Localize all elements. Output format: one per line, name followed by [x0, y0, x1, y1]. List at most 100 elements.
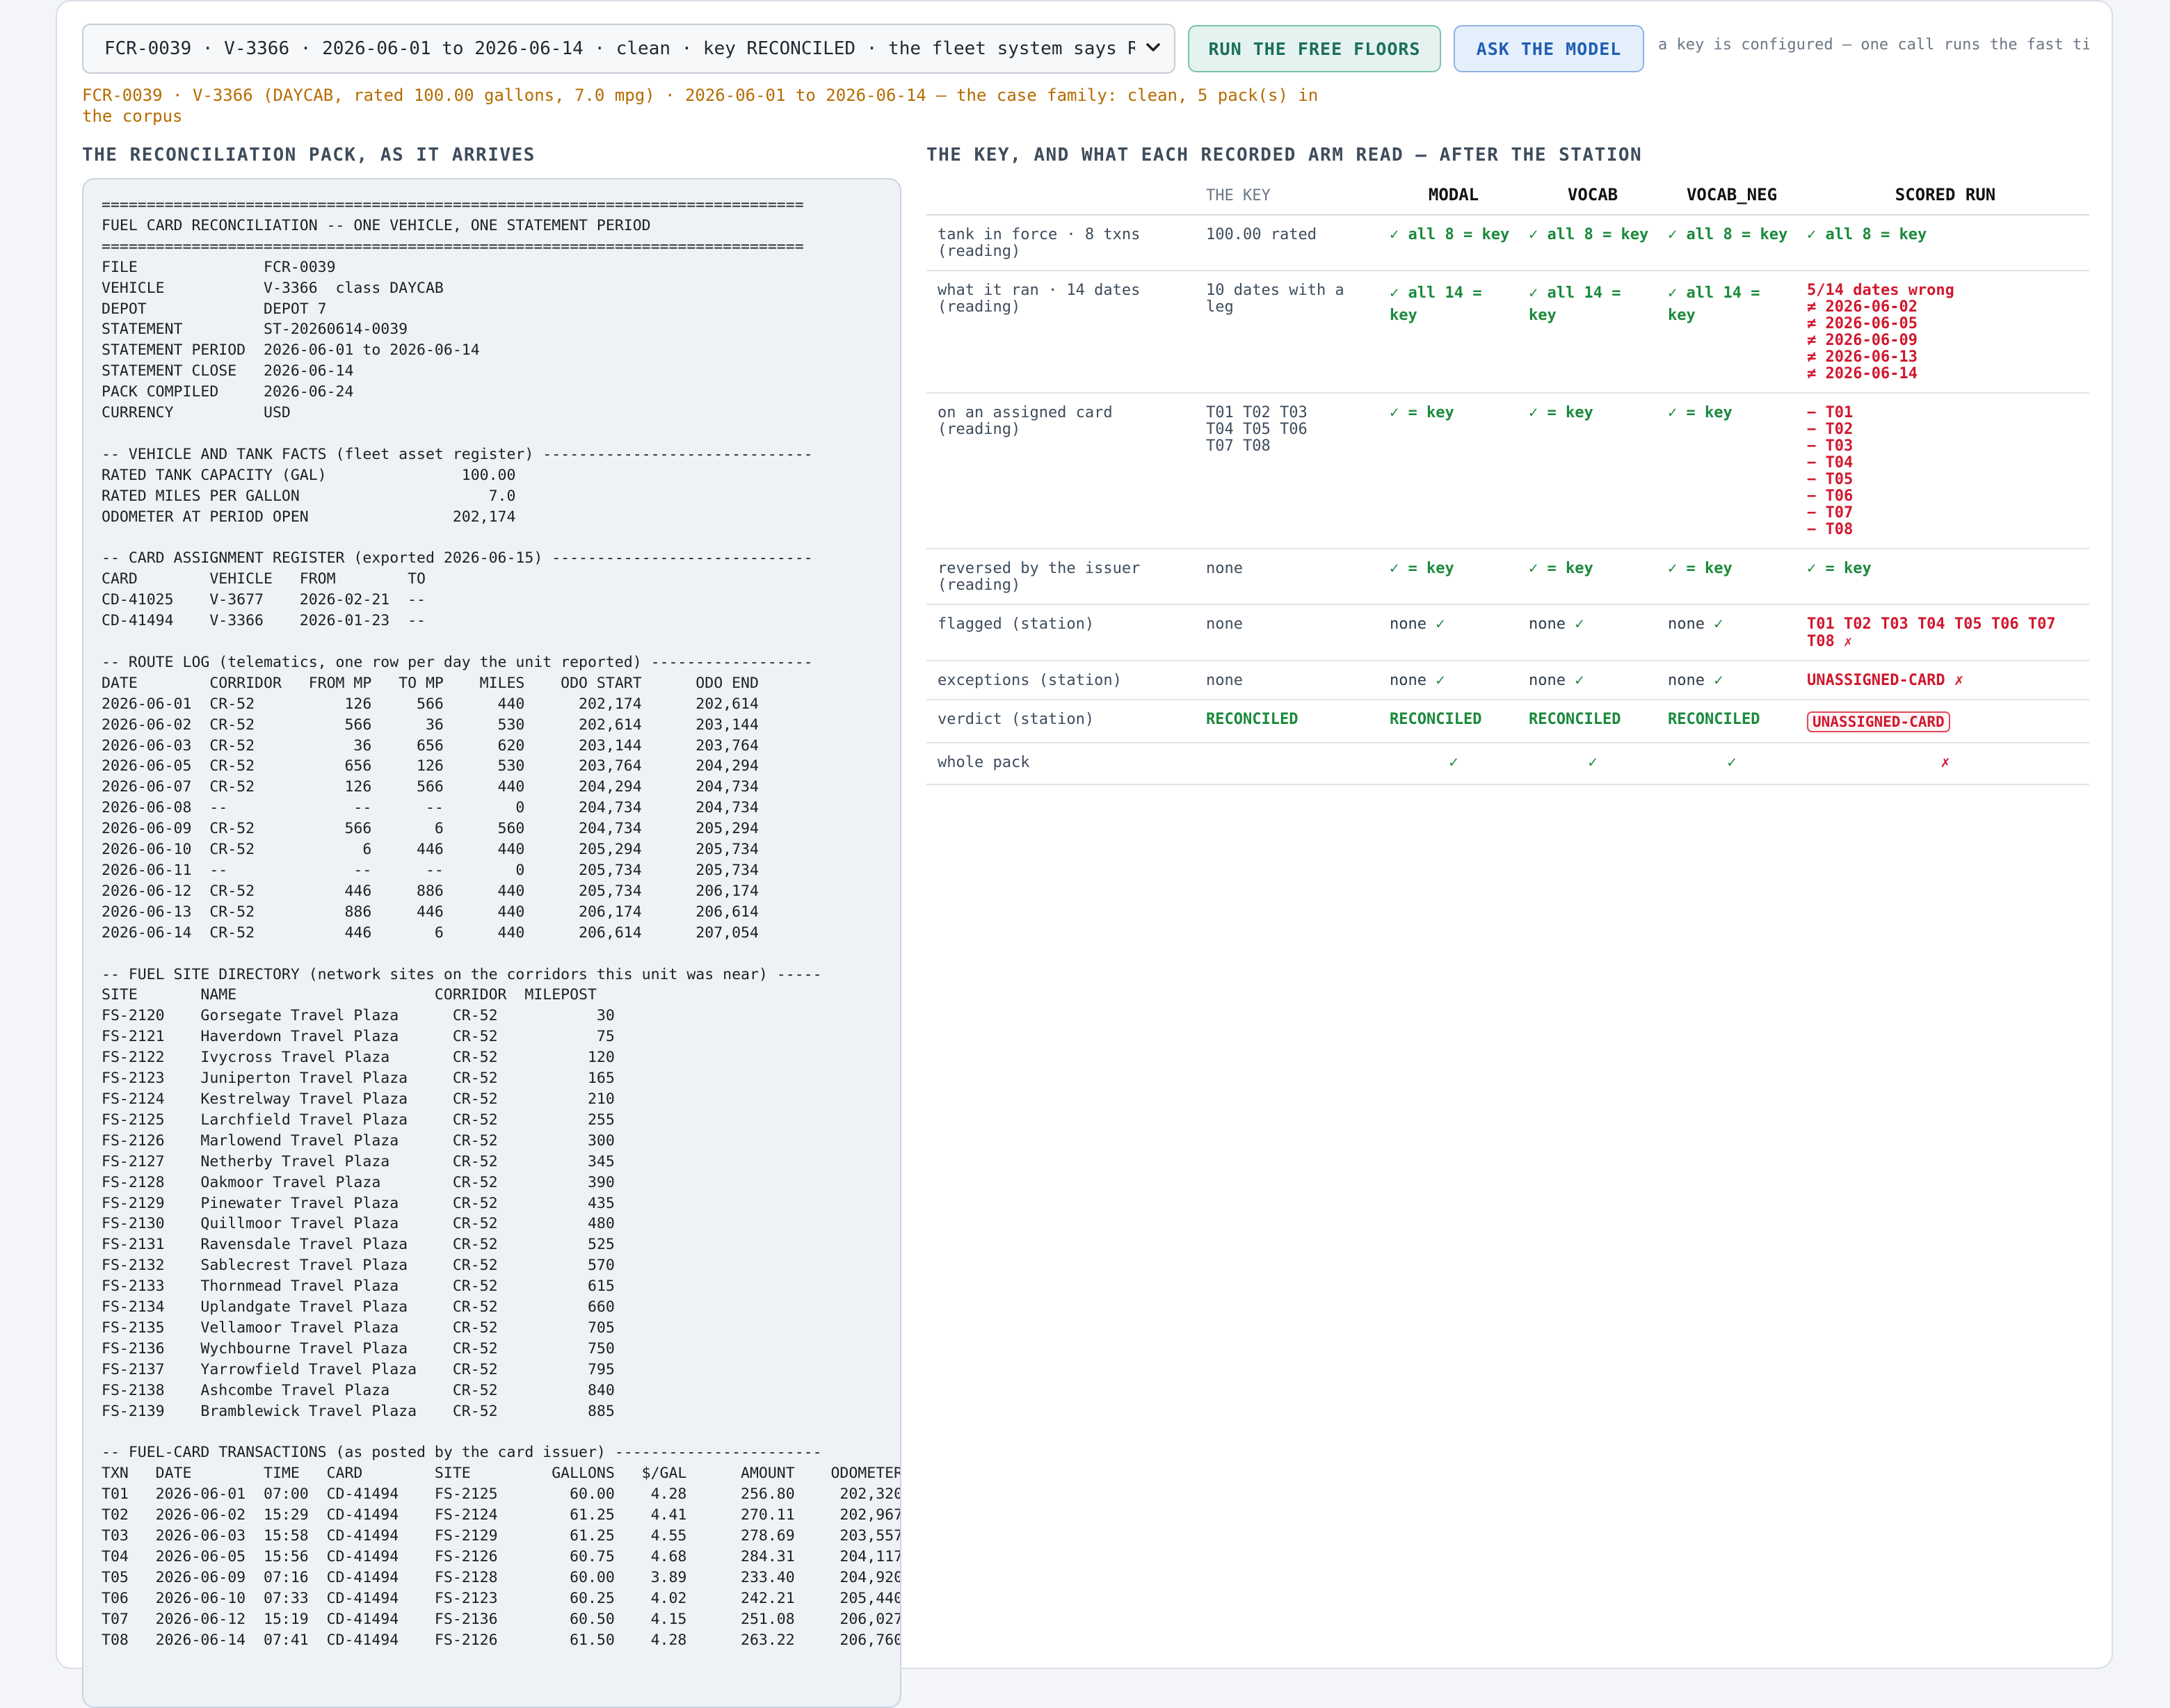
missing-txn: − T08 — [1807, 521, 1854, 538]
col-scored-run: SCORED RUN — [1801, 178, 2089, 216]
check-icon: ✓ — [1575, 615, 1584, 633]
vocab-neg-cell: ✓ all 14 = key — [1662, 271, 1801, 394]
key-cell: RECONCILED — [1200, 700, 1384, 743]
pack-section-title: THE RECONCILIATION PACK, AS IT ARRIVES — [82, 145, 536, 166]
ask-model-button[interactable]: ASK THE MODEL — [1454, 25, 1644, 72]
cell-value: UNASSIGNED-CARD — [1807, 672, 1945, 689]
case-summary: FCR-0039 · V-3366 (DAYCAB, rated 100.00 … — [82, 86, 1319, 126]
vocab-neg-cell: none ✓ — [1662, 604, 1801, 661]
key-cell: T01 T02 T03 T04 T05 T06 T07 T08 — [1200, 393, 1384, 549]
table-row: what it ran · 14 dates (reading) 10 date… — [926, 271, 2089, 394]
wrong-date: ≠ 2026-06-02 — [1807, 298, 1918, 316]
wrong-date: ≠ 2026-06-09 — [1807, 332, 1918, 349]
key-cell: none — [1200, 549, 1384, 605]
vocab-neg-cell: none ✓ — [1662, 661, 1801, 700]
col-vocab-neg: VOCAB_NEG — [1662, 178, 1801, 216]
row-label: reversed by the issuer (reading) — [926, 549, 1200, 605]
col-vocab: VOCAB — [1523, 178, 1662, 216]
key-table-header: THE KEY MODAL VOCAB VOCAB_NEG SCORED RUN — [926, 178, 2089, 216]
modal-cell: ✓ = key — [1384, 549, 1523, 605]
case-select-value: FCR-0039 · V-3366 · 2026-06-01 to 2026-0… — [104, 38, 1135, 59]
key-table: THE KEY MODAL VOCAB VOCAB_NEG SCORED RUN… — [926, 178, 2089, 785]
modal-cell: ✓ all 8 = key — [1384, 215, 1523, 271]
table-row: tank in force · 8 txns (reading) 100.00 … — [926, 215, 2089, 271]
wrong-date: ≠ 2026-06-14 — [1807, 365, 1918, 382]
scored-cell: T01 T02 T03 T04 T05 T06 T07 T08 ✗ — [1801, 604, 2089, 661]
scored-cell: 5/14 dates wrong ≠ 2026-06-02 ≠ 2026-06-… — [1801, 271, 2089, 394]
chevron-down-icon — [1146, 43, 1160, 51]
vocab-neg-cell: ✓ — [1662, 743, 1801, 785]
row-label: verdict (station) — [926, 700, 1200, 743]
vocab-cell: ✓ = key — [1523, 393, 1662, 549]
check-icon: ✓ — [1436, 672, 1445, 689]
row-label: exceptions (station) — [926, 661, 1200, 700]
cell-value: none — [1390, 672, 1426, 689]
key-cell: 10 dates with a leg — [1200, 271, 1384, 394]
wrong-date: ≠ 2026-06-13 — [1807, 348, 1918, 366]
scored-cell: ✓ all 8 = key — [1801, 215, 2089, 271]
vocab-neg-cell: ✓ all 8 = key — [1662, 215, 1801, 271]
scored-cell: ✗ — [1801, 743, 2089, 785]
vocab-neg-cell: ✓ = key — [1662, 549, 1801, 605]
row-label: flagged (station) — [926, 604, 1200, 661]
pack-text: ========================================… — [102, 196, 901, 1649]
key-section-title: THE KEY, AND WHAT EACH RECORDED ARM READ… — [926, 145, 1643, 166]
verdict-badge: UNASSIGNED-CARD — [1807, 711, 1950, 732]
missing-txn: − T07 — [1807, 504, 1854, 522]
vocab-cell: ✓ all 8 = key — [1523, 215, 1662, 271]
modal-cell: ✓ = key — [1384, 393, 1523, 549]
key-cell — [1200, 743, 1384, 785]
cell-value: none — [1390, 615, 1426, 633]
run-free-floors-button[interactable]: RUN THE FREE FLOORS — [1188, 25, 1441, 72]
missing-txn: − T02 — [1807, 421, 1854, 438]
row-label: on an assigned card (reading) — [926, 393, 1200, 549]
row-label: tank in force · 8 txns (reading) — [926, 215, 1200, 271]
cross-icon: ✗ — [1954, 672, 1964, 689]
cross-icon: ✗ — [1844, 633, 1853, 650]
modal-cell: ✓ — [1384, 743, 1523, 785]
vocab-cell: RECONCILED — [1523, 700, 1662, 743]
wrong-date: ≠ 2026-06-05 — [1807, 315, 1918, 332]
scored-cell: UNASSIGNED-CARD ✗ — [1801, 661, 2089, 700]
cell-value: none — [1668, 615, 1705, 633]
key-cell: 100.00 rated — [1200, 215, 1384, 271]
missing-txn: − T04 — [1807, 454, 1854, 472]
modal-cell: ✓ all 14 = key — [1384, 271, 1523, 394]
case-select[interactable]: FCR-0039 · V-3366 · 2026-06-01 to 2026-0… — [82, 24, 1175, 74]
dates-wrong-summary: 5/14 dates wrong — [1807, 282, 1954, 299]
table-row: exceptions (station) none none ✓ none ✓ … — [926, 661, 2089, 700]
modal-cell: none ✓ — [1384, 661, 1523, 700]
col-modal: MODAL — [1384, 178, 1523, 216]
table-row: verdict (station) RECONCILED RECONCILED … — [926, 700, 2089, 743]
vocab-neg-cell: ✓ = key — [1662, 393, 1801, 549]
row-label: whole pack — [926, 743, 1200, 785]
reconciliation-pack[interactable]: ========================================… — [82, 178, 901, 1708]
missing-txn: − T05 — [1807, 471, 1854, 488]
vocab-cell: none ✓ — [1523, 661, 1662, 700]
vocab-cell: ✓ — [1523, 743, 1662, 785]
table-row: reversed by the issuer (reading) none ✓ … — [926, 549, 2089, 605]
key-cell: none — [1200, 604, 1384, 661]
table-row: whole pack ✓ ✓ ✓ ✗ — [926, 743, 2089, 785]
vocab-cell: ✓ = key — [1523, 549, 1662, 605]
missing-txn: − T01 — [1807, 404, 1854, 421]
key-hint: a key is configured — one call runs the … — [1658, 36, 2089, 54]
check-icon: ✓ — [1714, 672, 1723, 689]
table-row: flagged (station) none none ✓ none ✓ non… — [926, 604, 2089, 661]
vocab-cell: ✓ all 14 = key — [1523, 271, 1662, 394]
col-label — [926, 178, 1200, 216]
missing-txn: − T06 — [1807, 488, 1854, 505]
modal-cell: none ✓ — [1384, 604, 1523, 661]
cell-value: T01 T02 T03 T04 T05 T06 T07 T08 — [1807, 615, 2056, 650]
cell-value: none — [1529, 672, 1566, 689]
check-icon: ✓ — [1575, 672, 1584, 689]
scored-cell: UNASSIGNED-CARD — [1801, 700, 2089, 743]
cell-value: none — [1529, 615, 1566, 633]
scored-cell: ✓ = key — [1801, 549, 2089, 605]
cell-value: none — [1668, 672, 1705, 689]
table-row: on an assigned card (reading) T01 T02 T0… — [926, 393, 2089, 549]
modal-cell: RECONCILED — [1384, 700, 1523, 743]
check-icon: ✓ — [1714, 615, 1723, 633]
row-label: what it ran · 14 dates (reading) — [926, 271, 1200, 394]
vocab-cell: none ✓ — [1523, 604, 1662, 661]
